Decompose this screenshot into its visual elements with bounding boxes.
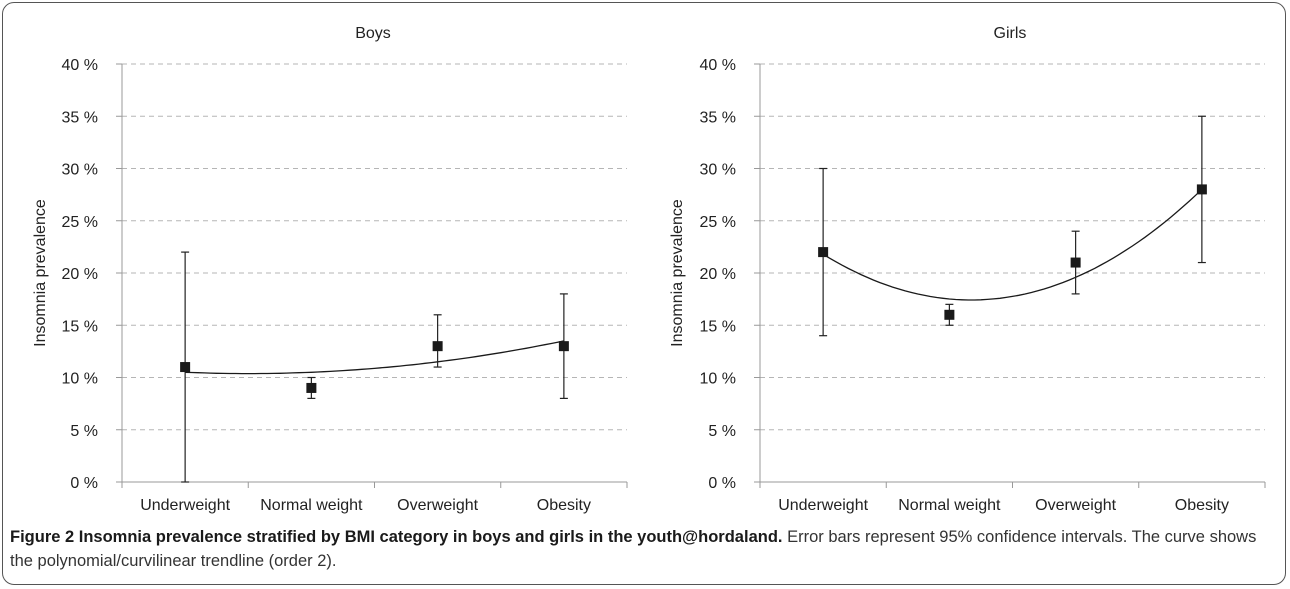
y-tick-label: 0 %: [70, 475, 98, 492]
trendline: [185, 340, 565, 375]
x-tick-label: Obesity: [1175, 497, 1229, 514]
y-tick-label: 5 %: [70, 423, 98, 440]
trendline: [822, 188, 1203, 301]
data-point: [432, 341, 443, 352]
y-tick-label: 15 %: [700, 318, 736, 335]
y-axis-label: Insomnia prevalence: [669, 199, 686, 347]
caption-text: Error bars represent 95% confidence inte…: [10, 528, 1257, 570]
y-tick-label: 10 %: [700, 371, 736, 388]
data-point: [558, 341, 569, 352]
y-tick-label: 10 %: [62, 371, 98, 388]
y-tick-label: 25 %: [62, 214, 98, 231]
y-tick-label: 35 %: [62, 109, 98, 126]
y-tick-label: 30 %: [700, 162, 736, 179]
x-tick-label: Obesity: [537, 497, 591, 514]
chart-panel-girls: Girls 0 % 5 % 10 % 15 % 20 % 25 % 30 % 35 % 40 % U…: [669, 25, 1266, 514]
y-tick-label: 30 %: [62, 162, 98, 179]
x-tick-label: Normal weight: [898, 497, 1001, 514]
x-tick-label: Normal weight: [260, 497, 363, 514]
x-tick-label: Overweight: [397, 497, 478, 514]
x-tick-label: Underweight: [778, 497, 868, 514]
caption-title: Figure 2 Insomnia prevalence stratified …: [10, 528, 783, 546]
figure-charts: Boys 0 % 5 % 10 % 15 % 20 % 25 % 30 % 35 % 40 % Un…: [32, 25, 1266, 514]
chart-panel-boys: Boys 0 % 5 % 10 % 15 % 20 % 25 % 30 % 35 % 40 % Un…: [32, 25, 628, 514]
data-point: [1196, 184, 1207, 195]
data-point: [1070, 257, 1081, 268]
y-tick-label: 0 %: [708, 475, 736, 492]
y-tick-label: 5 %: [708, 423, 736, 440]
chart-title: Girls: [994, 25, 1027, 42]
y-tick-label: 15 %: [62, 318, 98, 335]
figure-caption: Figure 2 Insomnia prevalence stratified …: [10, 525, 1275, 573]
y-tick-label: 40 %: [62, 57, 98, 74]
data-point: [306, 382, 317, 393]
y-tick-label: 25 %: [700, 214, 736, 231]
chart-title: Boys: [355, 25, 391, 42]
y-axis-label: Insomnia prevalence: [32, 199, 49, 347]
x-tick-label: Overweight: [1035, 497, 1116, 514]
y-tick-label: 20 %: [62, 266, 98, 283]
data-point: [944, 309, 955, 320]
y-tick-label: 20 %: [700, 266, 736, 283]
y-tick-label: 35 %: [700, 109, 736, 126]
x-tick-label: Underweight: [140, 497, 230, 514]
data-point: [180, 362, 191, 373]
data-point: [818, 247, 829, 258]
y-tick-label: 40 %: [700, 57, 736, 74]
